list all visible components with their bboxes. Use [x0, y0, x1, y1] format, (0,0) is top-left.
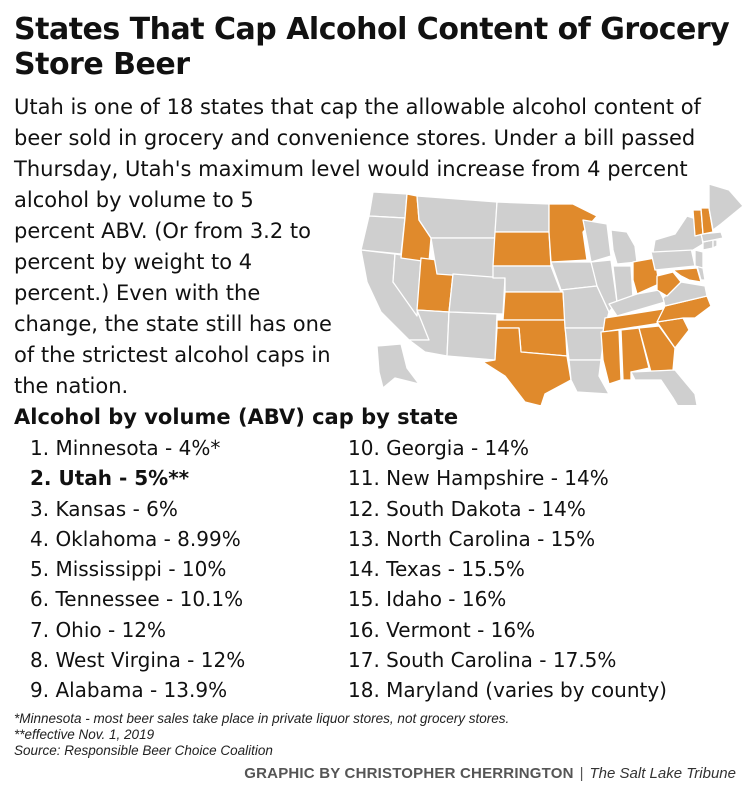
state-alaska: [376, 343, 420, 389]
list-item: 5. Mississippi - 10%: [30, 557, 227, 582]
source-note: Source: Responsible Beer Choice Coalitio…: [14, 743, 273, 758]
state-list-left: 1. Minnesota - 4%* 2. Utah - 5%** 3. Kansa…: [30, 433, 245, 706]
intro-paragraph-side: alcohol by volume to 5 percent ABV. (Or …: [14, 188, 332, 398]
state-texas: [482, 327, 572, 405]
list-item: 16. Vermont - 16%: [348, 617, 536, 642]
list-item: 3. Kansas - 6%: [30, 496, 178, 521]
state-mississippi: [600, 329, 622, 385]
list-item: 14. Texas - 15.5%: [348, 557, 525, 582]
list-item: 4. Oklahoma - 8.99%: [30, 526, 241, 551]
list-item: 2. Utah - 5%**: [30, 466, 190, 491]
state-louisiana: [568, 359, 610, 395]
state-new-mexico: [446, 311, 498, 361]
state-west-virginia: [656, 271, 682, 297]
list-item: 8. West Virgina - 12%: [30, 648, 246, 673]
list-heading: Alcohol by volume (ABV) cap by state: [14, 405, 459, 429]
footnote-utah-effective: **effective Nov. 1, 2019: [14, 727, 155, 742]
state-arkansas: [564, 327, 606, 361]
list-item: 18. Maryland (varies by county): [348, 678, 667, 703]
state-new-jersey: [694, 249, 704, 269]
list-item: 11. New Hampshire - 14%: [348, 466, 609, 491]
us-state-map: [360, 183, 744, 405]
state-maryland: [672, 267, 702, 283]
graphic-credit: GRAPHIC BY CHRISTOPHER CHERRINGTON: [244, 765, 574, 782]
state-massachusetts: [700, 231, 724, 243]
credit-separator: |: [579, 765, 584, 782]
state-maine: [708, 183, 744, 231]
state-florida: [630, 369, 698, 405]
state-kentucky: [608, 289, 666, 317]
credit-line: GRAPHIC BY CHRISTOPHER CHERRINGTON | The S…: [244, 764, 736, 784]
list-item: 9. Alabama - 13.9%: [30, 678, 228, 703]
state-georgia: [638, 325, 676, 373]
publication-name: The Salt Lake Tribune: [589, 765, 736, 782]
footnote-minnesota: *Minnesota - most beer sales take place …: [14, 711, 510, 726]
list-item: 13. North Carolina - 15%: [348, 526, 596, 551]
state-colorado: [448, 273, 506, 315]
state-rhode-island: [712, 239, 718, 249]
state-north-dakota: [494, 201, 550, 233]
footnotes: *Minnesota - most beer sales take place …: [14, 711, 734, 759]
state-michigan: [610, 229, 638, 265]
list-item: 1. Minnesota - 4%*: [30, 436, 221, 460]
list-item: 12. South Dakota - 14%: [348, 496, 586, 521]
intro-paragraph-top: Utah is one of 18 states that cap the al…: [14, 95, 701, 181]
state-south-dakota: [492, 231, 552, 267]
state-wisconsin: [582, 219, 612, 263]
list-item: 17. South Carolina - 17.5%: [348, 648, 617, 673]
list-item: 7. Ohio - 12%: [30, 617, 167, 642]
list-item: 6. Tennessee - 10.1%: [30, 587, 244, 612]
list-item: 10. Georgia - 14%: [348, 436, 529, 460]
state-montana: [416, 195, 498, 239]
page-title: States That Cap Alcohol Content of Groce…: [14, 12, 730, 82]
state-wyoming: [430, 237, 496, 279]
state-ohio: [632, 257, 660, 295]
state-washington: [368, 191, 408, 219]
state-minnesota: [548, 203, 598, 263]
list-item: 15. Idaho - 16%: [348, 587, 507, 612]
state-oregon: [360, 215, 406, 255]
state-kansas: [502, 291, 566, 321]
state-list-right: 10. Georgia - 14% 11. New Hampshire - 14%…: [348, 433, 667, 706]
